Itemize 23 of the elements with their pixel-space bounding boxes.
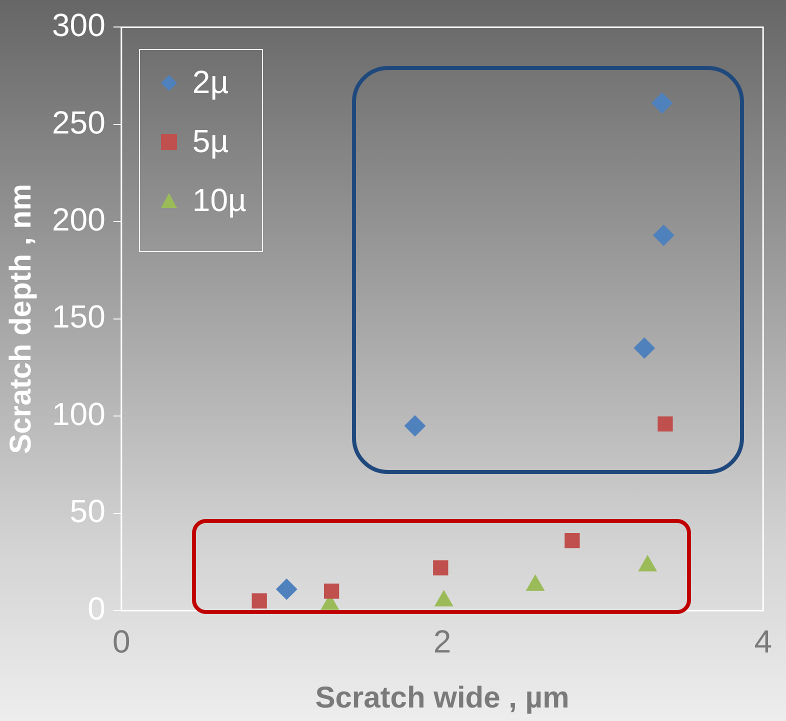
x-tick-label: 2 [433, 624, 452, 660]
point [653, 224, 674, 246]
x-tick-label: 0 [112, 624, 130, 660]
point [433, 560, 448, 576]
legend-label: 5µ [192, 123, 229, 160]
y-tick-label: 150 [52, 298, 106, 335]
y-tick-label: 250 [52, 104, 106, 140]
y-tick-label: 100 [52, 396, 106, 432]
legend-label: 10µ [192, 182, 246, 220]
point [658, 416, 673, 432]
x-tick-label: 4 [754, 624, 772, 660]
y-axis-title: Scratch depth , nm [4, 184, 38, 454]
point [564, 533, 580, 548]
point [634, 338, 655, 359]
x-axis-title: Scratch wide , µm [315, 681, 570, 714]
point [404, 415, 426, 436]
legend-label: 2µ [192, 64, 229, 102]
point [652, 92, 673, 114]
y-tick-label: 200 [52, 201, 106, 238]
point [252, 593, 267, 608]
point [324, 584, 340, 599]
point [276, 578, 298, 600]
y-tick-label: 300 [52, 7, 106, 44]
